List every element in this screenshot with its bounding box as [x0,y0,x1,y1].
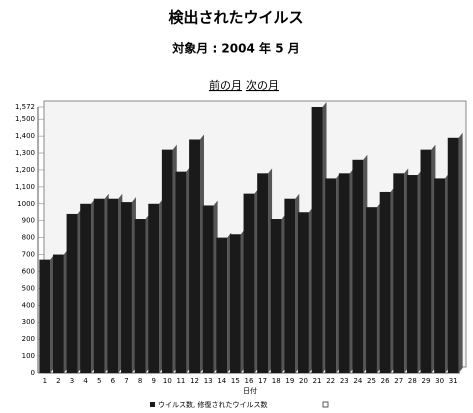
x-tick-label: 22 [326,377,335,385]
bar [352,159,364,373]
x-tick-label: 18 [272,377,281,385]
y-tick-label: 1,400 [15,132,35,140]
bar [80,203,92,373]
bar [134,219,146,373]
y-tick-label: 1,500 [15,115,35,123]
bar [270,219,282,373]
bar [298,212,309,373]
y-tick-label: 400 [22,301,35,309]
y-tick-label: 600 [22,267,35,275]
x-tick-label: 26 [381,377,390,385]
bar [447,137,459,373]
x-tick-label: 4 [83,377,88,385]
bar [420,149,432,373]
y-tick-label: 500 [22,284,35,292]
x-tick-label: 21 [313,377,322,385]
bar [406,175,418,373]
bar [257,173,269,373]
bar [434,178,446,373]
y-tick-label: 800 [22,234,35,242]
x-tick-label: 1 [43,377,47,385]
x-tick-label: 31 [449,377,458,385]
bar [325,178,337,373]
x-tick-label: 27 [394,377,403,385]
prev-month-link[interactable]: 前の月 [209,78,242,92]
chart-subtitle: 対象月 : 2004 年 5 月 [171,41,299,56]
x-axis-label: 日付 [243,386,257,395]
y-tick-label: 900 [22,217,35,225]
y-tick-label: 1,100 [15,183,35,191]
y-tick-label: 100 [22,352,35,360]
bar [161,149,173,373]
bar [216,237,228,373]
y-tick-label: 700 [22,251,35,259]
bar [393,173,405,373]
x-tick-label: 25 [367,377,376,385]
x-tick-label: 7 [124,377,128,385]
bar [229,234,241,373]
y-tick-label: 1,300 [15,149,35,157]
x-tick-label: 11 [176,377,185,385]
bar [148,203,160,373]
y-tick-label: 0 [31,369,35,377]
x-tick-label: 9 [151,377,155,385]
x-tick-label: 15 [231,377,240,385]
x-tick-label: 19 [285,377,294,385]
x-tick-label: 13 [204,377,213,385]
x-tick-label: 17 [258,377,267,385]
y-tick-label: 200 [22,335,35,343]
legend-swatch [150,402,155,407]
y-tick-label: 300 [22,318,35,326]
bar [39,259,51,373]
bar [93,198,105,373]
x-tick-label: 10 [163,377,172,385]
bar [284,198,296,373]
bar [379,191,391,373]
x-tick-label: 16 [245,377,254,385]
bar [243,193,255,373]
bar [202,205,214,373]
bar-side [458,132,463,373]
y-tick-label: 1000 [17,200,35,208]
y-tick-label: 1,200 [15,166,35,174]
x-tick-label: 24 [353,377,362,385]
bar [338,173,350,373]
bar [52,254,64,373]
x-tick-label: 3 [70,377,74,385]
next-month-link[interactable]: 次の月 [246,78,279,92]
bar [189,139,200,373]
x-tick-label: 12 [190,377,199,385]
x-tick-label: 20 [299,377,308,385]
x-tick-label: 2 [56,377,60,385]
bar [311,107,323,373]
x-tick-label: 14 [217,377,226,385]
y-tick-label: 1,572 [15,103,35,111]
x-tick-label: 28 [408,377,417,385]
legend-box [322,401,329,408]
bar [175,171,187,373]
x-tick-label: 6 [111,377,116,385]
x-tick-label: 5 [97,377,101,385]
x-tick-label: 8 [138,377,142,385]
x-tick-label: 29 [422,377,431,385]
bar [121,202,132,373]
chart-title: 検出されたウイルス [168,9,303,27]
x-tick-label: 23 [340,377,349,385]
bar [366,207,377,373]
bar [107,198,119,373]
bar [66,213,78,373]
legend-label: ウイルス数, 修復されたウイルス数 [158,400,267,409]
x-tick-label: 30 [435,377,444,385]
